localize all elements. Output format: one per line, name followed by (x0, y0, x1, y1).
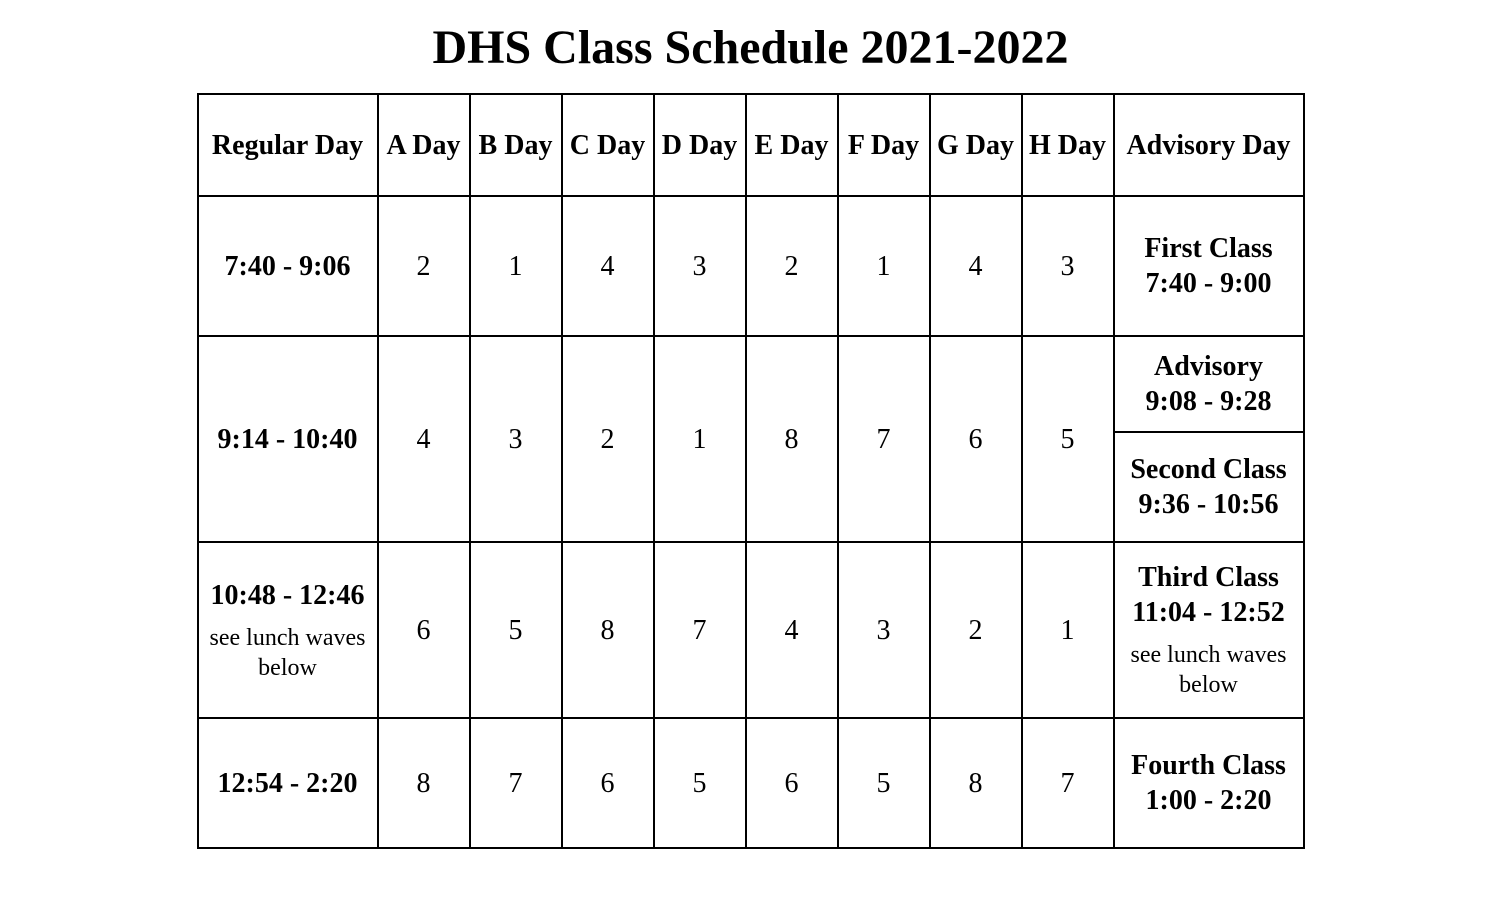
period-cell: 7 (654, 542, 746, 718)
period-cell: 4 (378, 336, 470, 542)
time-slot: 9:14 - 10:40 (198, 336, 378, 542)
period-cell: 8 (746, 336, 838, 542)
period-cell: 2 (746, 196, 838, 336)
advisory-cell: Third Class 11:04 - 12:52 see lunch wave… (1114, 542, 1304, 718)
header-day-f: F Day (838, 94, 930, 196)
period-cell: 1 (838, 196, 930, 336)
time-slot: 7:40 - 9:06 (198, 196, 378, 336)
period-cell: 1 (470, 196, 562, 336)
period-cell: 5 (654, 718, 746, 848)
period-cell: 3 (838, 542, 930, 718)
period-cell: 4 (746, 542, 838, 718)
period-cell: 6 (562, 718, 654, 848)
period-cell: 2 (562, 336, 654, 542)
table-row: 10:48 - 12:46 see lunch waves below 6 5 … (198, 542, 1304, 718)
schedule-page: DHS Class Schedule 2021-2022 Regular Day… (0, 0, 1501, 849)
advisory-cell: Advisory 9:08 - 9:28 (1114, 336, 1304, 432)
period-cell: 4 (562, 196, 654, 336)
period-cell: 6 (378, 542, 470, 718)
advisory-cell: Second Class 9:36 - 10:56 (1114, 432, 1304, 542)
table-row: 7:40 - 9:06 2 1 4 3 2 1 4 3 First Class … (198, 196, 1304, 336)
table-row: 9:14 - 10:40 4 3 2 1 8 7 6 5 Advisory 9:… (198, 336, 1304, 432)
period-cell: 1 (1022, 542, 1114, 718)
header-day-b: B Day (470, 94, 562, 196)
header-day-c: C Day (562, 94, 654, 196)
header-advisory: Advisory Day (1114, 94, 1304, 196)
period-cell: 7 (1022, 718, 1114, 848)
table-row: 12:54 - 2:20 8 7 6 5 6 5 8 7 Fourth Clas… (198, 718, 1304, 848)
period-cell: 5 (470, 542, 562, 718)
schedule-table: Regular Day A Day B Day C Day D Day E Da… (197, 93, 1305, 849)
period-cell: 3 (1022, 196, 1114, 336)
period-cell: 6 (746, 718, 838, 848)
page-title: DHS Class Schedule 2021-2022 (0, 20, 1501, 75)
header-day-g: G Day (930, 94, 1022, 196)
time-slot: 10:48 - 12:46 see lunch waves below (198, 542, 378, 718)
period-cell: 4 (930, 196, 1022, 336)
period-cell: 5 (1022, 336, 1114, 542)
period-cell: 3 (654, 196, 746, 336)
header-regular: Regular Day (198, 94, 378, 196)
period-cell: 8 (562, 542, 654, 718)
period-cell: 2 (378, 196, 470, 336)
period-cell: 8 (930, 718, 1022, 848)
period-cell: 7 (838, 336, 930, 542)
period-cell: 2 (930, 542, 1022, 718)
period-cell: 8 (378, 718, 470, 848)
period-cell: 7 (470, 718, 562, 848)
period-cell: 6 (930, 336, 1022, 542)
header-day-e: E Day (746, 94, 838, 196)
time-slot: 12:54 - 2:20 (198, 718, 378, 848)
period-cell: 3 (470, 336, 562, 542)
advisory-cell: Fourth Class 1:00 - 2:20 (1114, 718, 1304, 848)
table-header-row: Regular Day A Day B Day C Day D Day E Da… (198, 94, 1304, 196)
header-day-d: D Day (654, 94, 746, 196)
period-cell: 5 (838, 718, 930, 848)
header-day-a: A Day (378, 94, 470, 196)
header-day-h: H Day (1022, 94, 1114, 196)
period-cell: 1 (654, 336, 746, 542)
advisory-cell: First Class 7:40 - 9:00 (1114, 196, 1304, 336)
